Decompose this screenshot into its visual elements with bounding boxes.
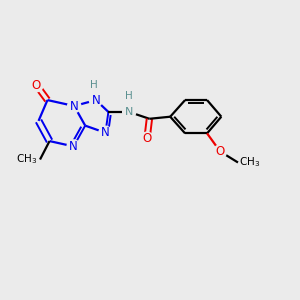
Text: O: O [32, 79, 41, 92]
Text: O: O [215, 145, 225, 158]
Text: O: O [142, 132, 152, 145]
Circle shape [99, 126, 112, 139]
Text: N: N [69, 140, 78, 153]
Text: N: N [125, 107, 134, 117]
Circle shape [67, 140, 80, 153]
Circle shape [89, 94, 102, 106]
Text: N: N [70, 100, 79, 112]
Text: H: H [125, 91, 133, 101]
Circle shape [123, 105, 136, 119]
Circle shape [214, 145, 227, 158]
Text: CH$_3$: CH$_3$ [239, 156, 261, 170]
Text: H: H [90, 80, 98, 90]
Text: CH$_3$: CH$_3$ [16, 153, 38, 166]
Text: N: N [101, 126, 110, 139]
Text: N: N [92, 94, 100, 106]
Circle shape [140, 132, 154, 145]
Circle shape [30, 79, 43, 92]
Circle shape [68, 100, 81, 112]
